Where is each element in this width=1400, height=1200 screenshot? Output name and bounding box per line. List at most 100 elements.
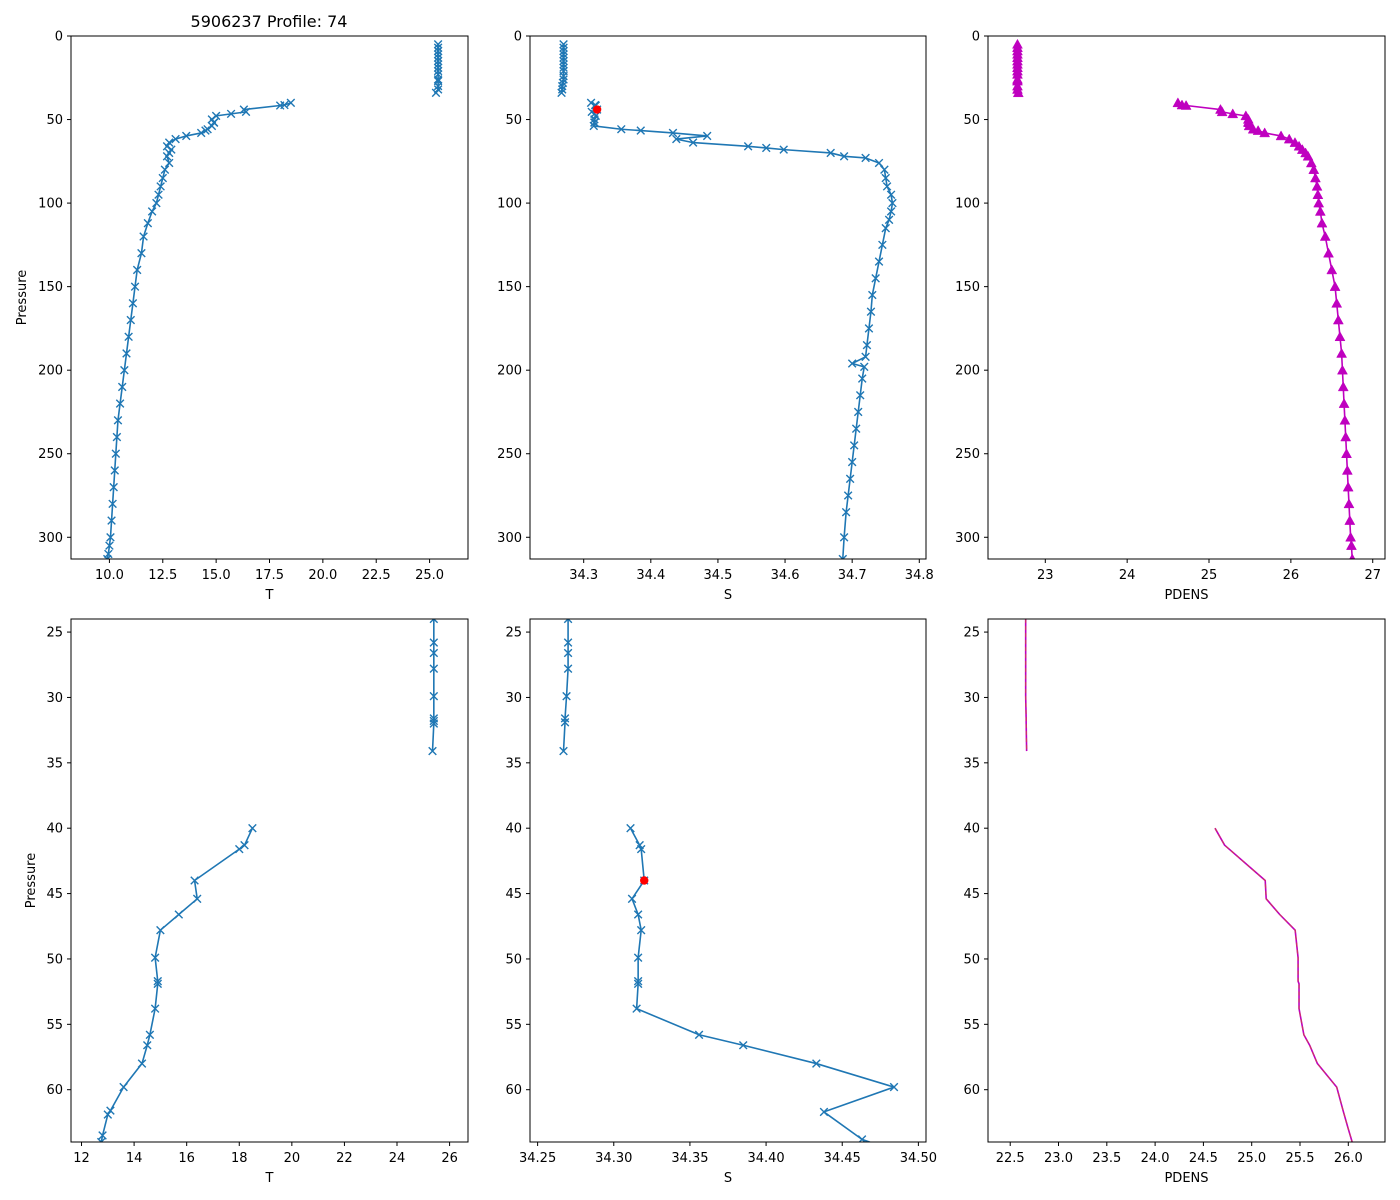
data-point xyxy=(1311,180,1323,191)
data-point xyxy=(1337,381,1349,392)
data-point xyxy=(560,717,570,727)
subplot-top-density: 23 24 25 26 27 0 50 100 150 200 250 300 PDENS xyxy=(955,30,1386,603)
data-point xyxy=(147,207,157,216)
data-point xyxy=(557,88,566,98)
data-point xyxy=(559,75,568,84)
data-point xyxy=(636,925,646,935)
data-point xyxy=(859,362,869,372)
data-point xyxy=(196,128,206,138)
data-point xyxy=(1331,297,1343,308)
data-point xyxy=(636,126,646,135)
y-tick-label: 25 xyxy=(505,626,522,641)
data-point xyxy=(1334,331,1346,342)
y-tick-label: 250 xyxy=(955,447,980,462)
data-point xyxy=(1283,133,1295,144)
data-point xyxy=(429,719,439,728)
axes-frame xyxy=(987,618,1386,1143)
data-point xyxy=(109,482,118,492)
data-point xyxy=(433,53,443,63)
data-point xyxy=(433,56,443,66)
y-tick-label: 35 xyxy=(505,756,522,771)
data-point xyxy=(143,218,153,228)
data-point xyxy=(429,638,439,647)
data-point xyxy=(98,1131,107,1140)
data-point xyxy=(878,240,887,250)
y-tick-label: 50 xyxy=(505,952,522,967)
x-axis-label: T xyxy=(265,1171,274,1186)
y-tick-label: 50 xyxy=(46,952,63,967)
data-point xyxy=(1336,347,1348,358)
subplot-top-temperature: 10.0 12.5 15.0 17.5 20.0 22.5 25.0 0 50 100 150 200… xyxy=(15,30,469,603)
y-tick-label: 100 xyxy=(38,197,63,212)
x-tick-label: 14 xyxy=(126,1151,143,1166)
data-point xyxy=(102,554,112,559)
y-tick-label: 55 xyxy=(505,1018,522,1033)
data-point xyxy=(106,1106,115,1115)
x-tick-label: 34.50 xyxy=(900,1151,937,1166)
series-overlay-mixed-layer xyxy=(1025,619,1028,752)
data-point xyxy=(107,516,116,525)
y-tick-label: 200 xyxy=(38,364,63,379)
data-point xyxy=(694,1030,704,1040)
data-point xyxy=(122,349,131,358)
data-point xyxy=(559,46,568,56)
data-point xyxy=(1259,127,1271,138)
x-tick-label: 12 xyxy=(73,1151,90,1166)
y-tick-label: 55 xyxy=(963,1018,980,1033)
x-tick-label: 34.45 xyxy=(824,1151,861,1166)
y-tick-label: 250 xyxy=(497,447,522,462)
data-point xyxy=(882,182,892,191)
data-point xyxy=(668,128,678,138)
data-point xyxy=(124,332,133,342)
data-point xyxy=(105,541,114,550)
y-tick-label: 25 xyxy=(963,626,980,641)
y-tick-label: 40 xyxy=(505,822,522,837)
axes-frame xyxy=(529,618,927,1143)
data-point xyxy=(154,190,163,200)
data-point xyxy=(106,532,115,542)
x-tick-label: 34.5 xyxy=(703,568,732,583)
data-point xyxy=(1342,481,1354,492)
data-point xyxy=(1326,264,1338,275)
data-point xyxy=(158,173,168,183)
data-point xyxy=(881,173,891,183)
y-tick-label: 0 xyxy=(972,30,980,45)
data-point xyxy=(559,63,568,73)
axes-frame xyxy=(70,618,469,1143)
data-point xyxy=(192,894,202,904)
data-point xyxy=(156,925,165,935)
y-tick-label: 60 xyxy=(505,1083,522,1098)
data-point xyxy=(847,359,857,368)
data-point xyxy=(843,491,853,500)
plot-area xyxy=(96,619,439,1142)
data-point xyxy=(559,60,568,69)
data-point xyxy=(119,1082,128,1092)
y-tick-label: 50 xyxy=(505,113,522,128)
data-point xyxy=(433,63,443,73)
y-tick-label: 30 xyxy=(963,691,980,706)
data-point xyxy=(433,40,443,49)
y-tick-label: 200 xyxy=(497,364,522,379)
data-point xyxy=(433,46,443,56)
data-point xyxy=(433,81,443,91)
data-point xyxy=(888,198,897,208)
data-point xyxy=(1319,230,1331,241)
y-tick-label: 45 xyxy=(46,887,63,902)
data-point xyxy=(826,148,835,158)
data-point xyxy=(428,746,437,756)
y-tick-label: 45 xyxy=(963,887,980,902)
y-tick-label: 60 xyxy=(963,1083,980,1098)
data-point xyxy=(162,152,172,161)
data-point xyxy=(248,823,257,833)
flagged-point xyxy=(640,876,649,885)
x-tick-label: 10.0 xyxy=(95,568,124,583)
y-tick-label: 150 xyxy=(955,280,980,295)
y-tick-label: 200 xyxy=(955,364,980,379)
data-point xyxy=(563,664,573,673)
flagged-point xyxy=(592,105,602,114)
plot-area xyxy=(557,40,897,559)
data-point xyxy=(1343,498,1355,509)
data-point xyxy=(108,499,117,509)
data-point xyxy=(429,691,439,701)
